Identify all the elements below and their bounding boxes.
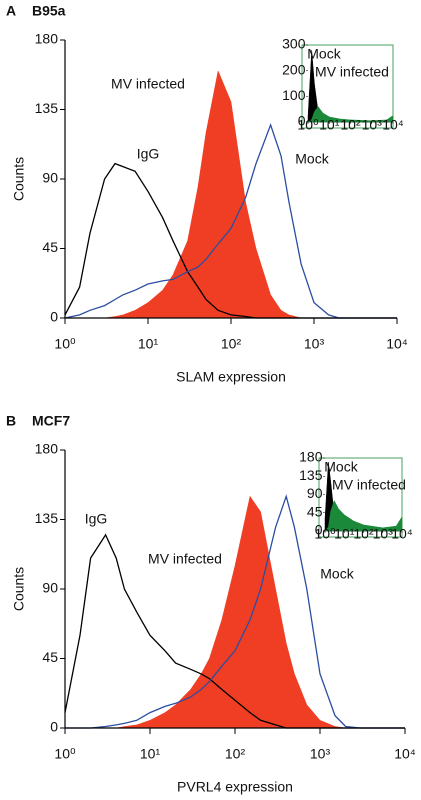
y-tick-label: 45	[42, 239, 58, 255]
series-label: MV infected	[111, 76, 185, 92]
inset-x-tick-label: 10⁰	[314, 526, 336, 542]
inset-y-tick-label: 90	[307, 485, 323, 501]
x-tick-label: 10⁴	[386, 336, 408, 352]
panel-label: B	[6, 413, 16, 429]
inset-y-tick-label: 200	[282, 61, 306, 77]
x-tick-label: 10¹	[140, 746, 161, 762]
y-tick-label: 135	[35, 510, 59, 526]
inset-x-tick-label: 10⁴	[382, 117, 404, 133]
inset-x-tick-label: 10⁰	[297, 117, 319, 133]
y-tick-label: 180	[35, 441, 59, 457]
inset-x-tick-label: 10¹	[319, 117, 340, 133]
series-label: MV infected	[148, 551, 222, 567]
inset-x-tick-label: 10²	[353, 526, 374, 542]
y-tick-label: 180	[35, 31, 59, 47]
inset-x-tick-label: 10²	[340, 117, 361, 133]
inset-y-tick-label: 45	[307, 503, 323, 519]
x-axis-label: SLAM expression	[176, 369, 286, 385]
inset-x-tick-label: 10⁴	[391, 526, 413, 542]
series-label: Mock	[295, 151, 329, 167]
inset-series-label: Mock	[307, 46, 341, 62]
x-tick-label: 10³	[310, 746, 331, 762]
x-tick-label: 10²	[221, 336, 242, 352]
inset-x-tick-label: 10¹	[334, 526, 355, 542]
area	[65, 495, 405, 729]
area	[324, 499, 403, 532]
inset-x-tick-label: 10³	[362, 117, 383, 133]
x-tick-label: 10³	[304, 336, 325, 352]
inset-y-tick-label: 180	[299, 449, 323, 465]
x-tick-label: 10⁰	[54, 336, 76, 352]
y-tick-label: 90	[42, 170, 58, 186]
y-tick-label: 90	[42, 580, 58, 596]
y-tick-label: 0	[50, 309, 58, 325]
inset-y-tick-label: 100	[282, 87, 306, 103]
inset-x-tick-label: 10³	[373, 526, 394, 542]
chart-title: MCF7	[32, 413, 70, 429]
x-tick-label: 10²	[225, 746, 246, 762]
y-tick-label: 0	[50, 719, 58, 735]
series-label: IgG	[85, 511, 108, 527]
panel-label: A	[6, 3, 16, 19]
y-axis-label: Counts	[11, 157, 27, 201]
y-tick-label: 135	[35, 100, 59, 116]
inset-series-label: MV infected	[332, 477, 406, 493]
inset-series-label: Mock	[324, 459, 358, 475]
area	[307, 106, 394, 123]
x-tick-label: 10⁴	[394, 746, 416, 762]
series-label: IgG	[137, 146, 160, 162]
inset-y-tick-label: 300	[282, 36, 306, 52]
y-axis-label: Counts	[11, 567, 27, 611]
inset-series-label: MV infected	[315, 64, 389, 80]
inset-y-tick-label: 0	[298, 113, 306, 129]
x-tick-label: 10¹	[138, 336, 159, 352]
line	[64, 122, 397, 319]
x-tick-label: 10⁰	[54, 746, 76, 762]
y-tick-label: 45	[42, 649, 58, 665]
line	[65, 494, 405, 729]
series-label: Mock	[320, 566, 354, 582]
x-axis-label: PVRL4 expression	[177, 779, 293, 795]
inset-y-tick-label: 0	[315, 522, 323, 538]
chart-title: B95a	[32, 3, 66, 19]
inset-y-tick-label: 135	[299, 467, 323, 483]
